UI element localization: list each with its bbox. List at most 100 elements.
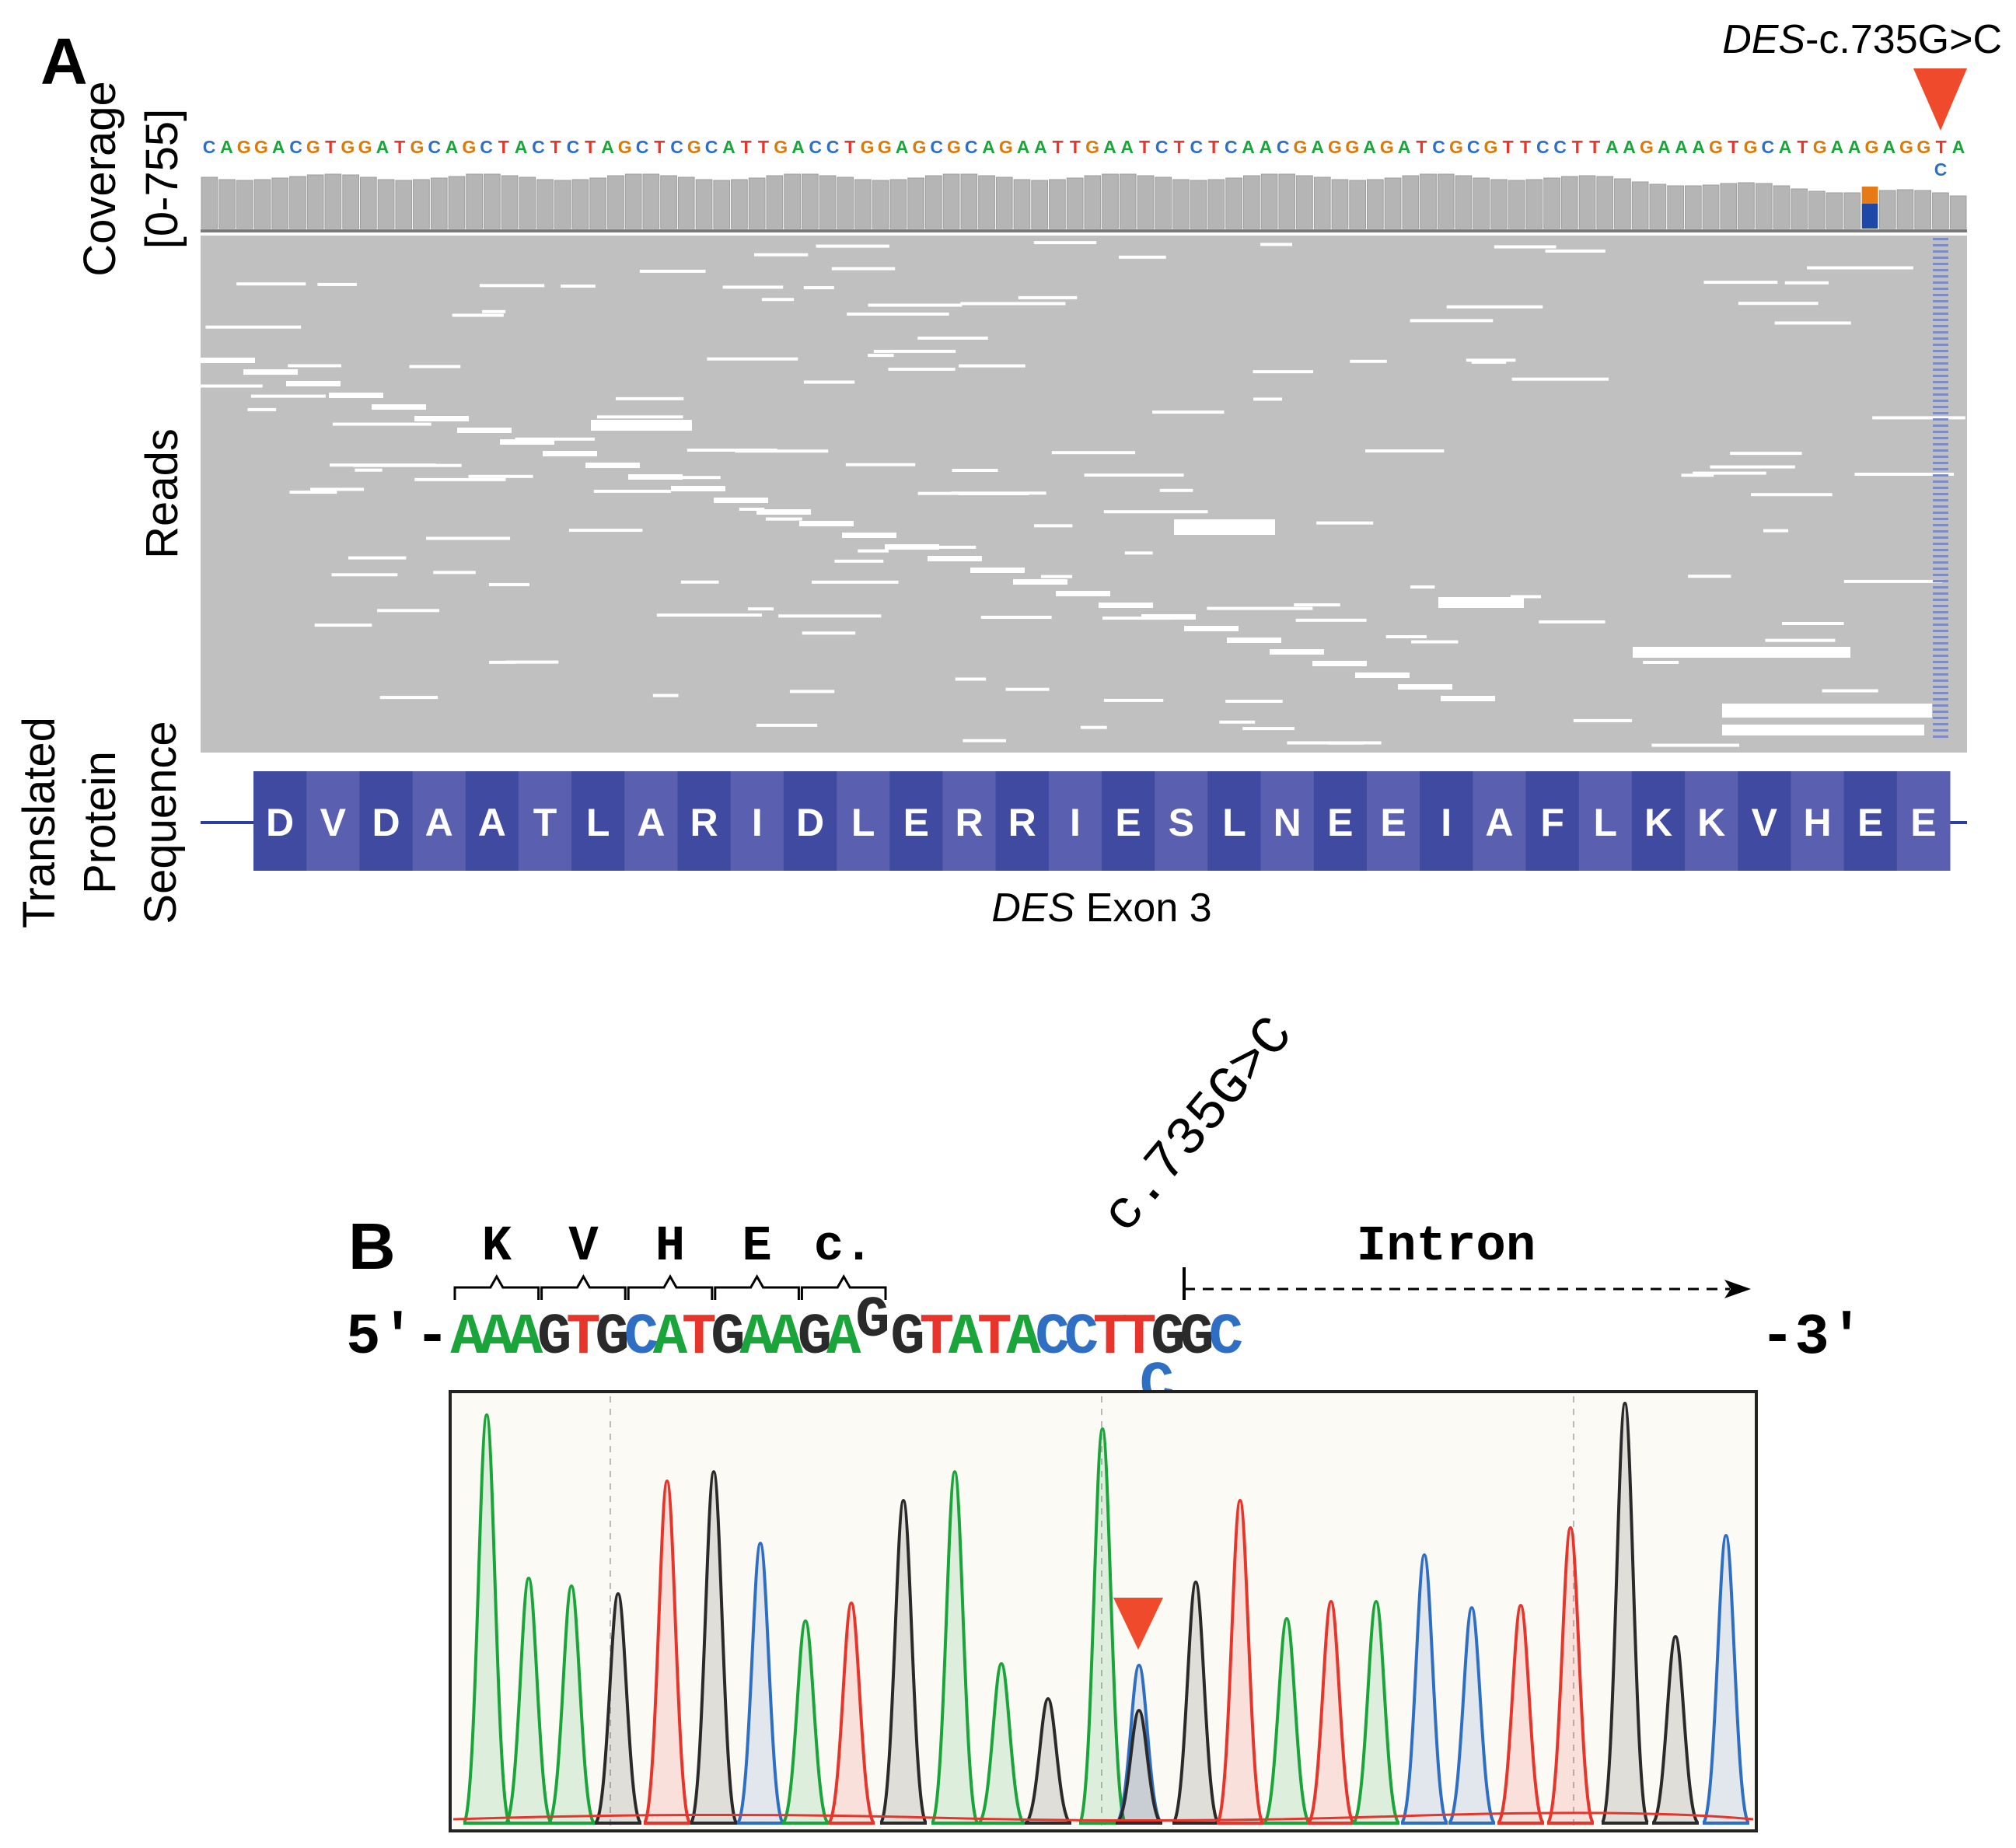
variant-read <box>1933 679 1948 682</box>
chromatogram-peak <box>1306 1599 1356 1825</box>
ref-base: G <box>410 137 424 157</box>
variant-label-b: c.735G>C <box>1092 1006 1307 1245</box>
seq-base-b: T <box>1093 1305 1127 1371</box>
coverage-bar <box>854 179 872 229</box>
amino-acid-cell <box>1685 771 1738 871</box>
coverage-bar <box>253 179 271 229</box>
read-gap <box>288 364 341 368</box>
read-gap <box>834 559 884 563</box>
variant-read <box>1933 555 1948 557</box>
variant-read <box>1933 269 1948 271</box>
read-gap <box>1207 606 1313 610</box>
read-gap <box>201 358 255 363</box>
coverage-bar <box>1102 173 1119 229</box>
read-gap <box>355 468 383 472</box>
intron-label: Intron <box>1357 1219 1536 1275</box>
ref-base: T <box>1728 137 1738 157</box>
ref-base: G <box>1380 137 1394 157</box>
chromatogram-peak <box>1496 1603 1546 1825</box>
variant-read <box>1933 599 1948 601</box>
ref-base: T <box>844 137 855 157</box>
seq-base-b: C <box>1035 1305 1069 1371</box>
amino-acid-letter: L <box>586 801 610 844</box>
variant-read <box>1933 275 1948 278</box>
ref-base: C <box>826 137 840 157</box>
variant-read <box>1933 561 1948 564</box>
read-gap <box>970 568 1025 573</box>
ref-base: G <box>1813 137 1827 157</box>
coverage-bar <box>536 179 554 229</box>
read-gap <box>656 613 762 617</box>
read-gap <box>1350 359 1387 363</box>
read-gap <box>1013 579 1067 585</box>
read-gap <box>409 365 461 369</box>
coverage-bar <box>501 175 519 229</box>
codon-bracket <box>714 1273 800 1300</box>
read-gap <box>591 420 692 431</box>
variant-read <box>1933 474 1948 477</box>
variant-read <box>1933 624 1948 626</box>
amino-acid-letter: I <box>1441 801 1452 844</box>
coverage-bar <box>784 173 801 229</box>
read-gap <box>1411 640 1459 644</box>
read-gap <box>1854 473 1954 476</box>
chromatogram-peaks <box>452 1401 1754 1825</box>
ref-base: A <box>1103 137 1116 157</box>
coverage-bar <box>942 173 960 229</box>
variant-read <box>1933 424 1948 427</box>
read-gap <box>1227 638 1281 643</box>
ref-base: A <box>1120 137 1134 157</box>
variant-read <box>1933 431 1948 433</box>
coverage-bar <box>1225 177 1243 229</box>
ref-base: C <box>965 137 978 157</box>
read-gap <box>1080 725 1107 729</box>
read-gap <box>1295 618 1367 622</box>
ref-base: T <box>1070 137 1081 157</box>
amino-acid-cell <box>624 771 678 871</box>
chromatogram-peak <box>1262 1616 1312 1825</box>
ref-base: A <box>1692 137 1705 157</box>
seq-base-b: T <box>682 1305 716 1371</box>
coverage-bar <box>1614 178 1631 229</box>
read-gap <box>1494 245 1557 249</box>
variant-read <box>1933 611 1948 613</box>
amino-acid-cell <box>730 771 784 871</box>
read-gap <box>1774 321 1851 325</box>
read-gap <box>1103 510 1208 514</box>
variant-read <box>1933 294 1948 296</box>
ref-base: C <box>567 137 580 157</box>
ref-base: C <box>809 137 822 157</box>
read-gap <box>1539 620 1605 624</box>
read-gap <box>1219 720 1256 724</box>
chromatogram-peak <box>1023 1696 1073 1825</box>
ref-base: G <box>687 137 701 157</box>
coverage-bar <box>1755 183 1773 229</box>
read-gap <box>845 463 916 466</box>
read-gap <box>1703 281 1778 285</box>
variant-read <box>1933 605 1948 607</box>
coverage-bar <box>837 176 854 229</box>
variant-read <box>1933 362 1948 365</box>
chromatogram-peak <box>1171 1580 1221 1825</box>
codon-bracket <box>453 1273 540 1300</box>
variant-read <box>1933 642 1948 645</box>
variant-read <box>1933 487 1948 489</box>
ref-base: T <box>1520 137 1531 157</box>
coverage-bar <box>1843 192 1861 229</box>
ref-base: T <box>1139 137 1150 157</box>
seq-base-b: C <box>624 1305 659 1371</box>
seq-base-b: A <box>1006 1305 1041 1371</box>
amino-acid-letter: S <box>1169 801 1194 844</box>
coverage-bar <box>1437 173 1455 229</box>
chromatogram-peak <box>462 1413 512 1825</box>
ref-base: T <box>741 137 752 157</box>
read-gap <box>505 660 559 664</box>
variant-read <box>1933 400 1948 402</box>
ref-base: T <box>325 137 336 157</box>
read-gap <box>317 282 357 286</box>
ref-base: G <box>1865 137 1879 157</box>
amino-acid-cell <box>1843 771 1898 871</box>
variant-gene: DES <box>1722 17 1805 62</box>
ref-base: A <box>1034 137 1047 157</box>
reads-area <box>201 236 1967 753</box>
